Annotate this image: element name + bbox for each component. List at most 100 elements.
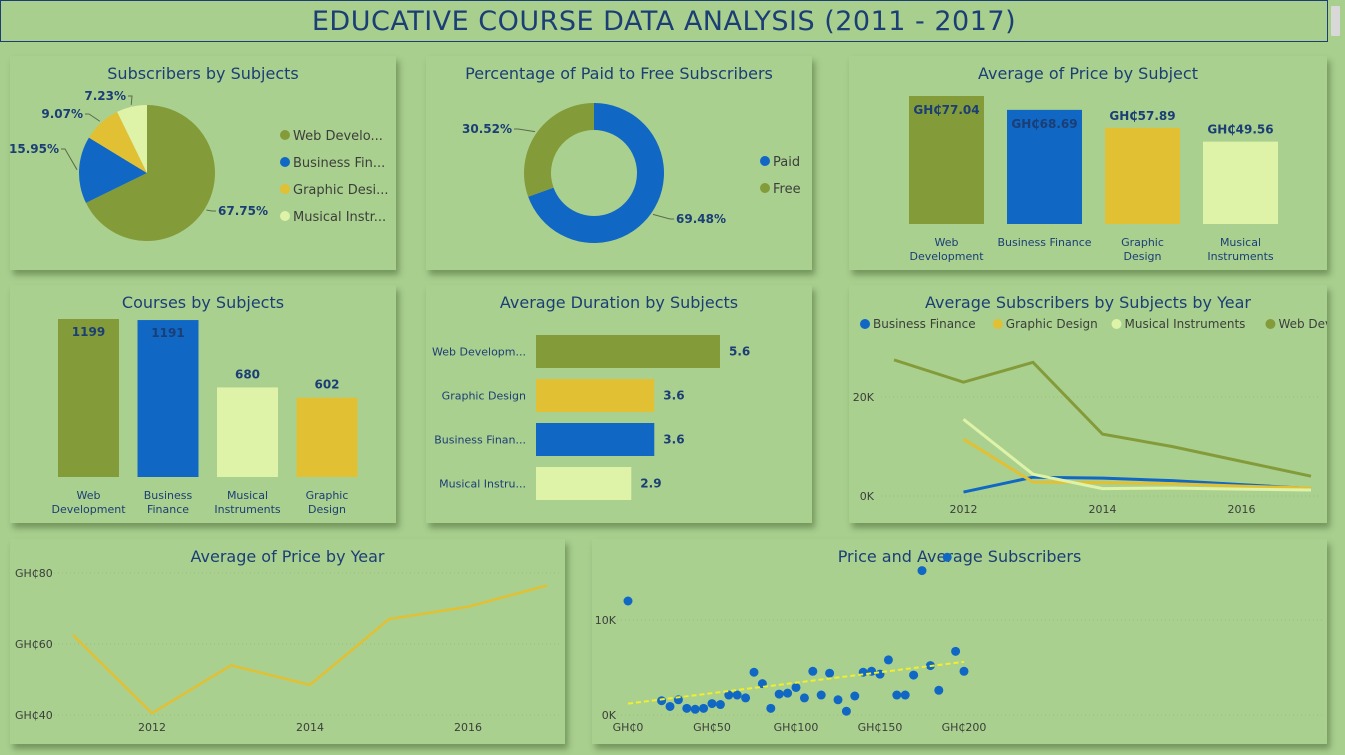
price-vs-subscribers-card[interactable]: Price and Average Subscribers 10K 0K GH₵0 G… [592, 539, 1327, 744]
scatter-point [741, 693, 751, 703]
scatter-point [724, 690, 734, 700]
avg-subscribers-line-chart[interactable]: Business Finance Graphic Design Musical In… [849, 285, 1327, 523]
category-label: Instruments [214, 503, 281, 516]
data-label: GH₵68.69 [1011, 117, 1077, 131]
data-label: 680 [235, 367, 260, 381]
scrollbar-thumb[interactable] [1331, 6, 1340, 36]
legend-marker [280, 157, 290, 167]
y-tick-label: 0K [860, 490, 875, 503]
leader-line [128, 95, 133, 105]
data-label: 67.75% [218, 204, 268, 218]
scatter-point [959, 666, 969, 676]
bar [1203, 141, 1278, 224]
legend-label: Free [773, 182, 801, 197]
legend-label: Web Development [1278, 317, 1327, 331]
data-label: 602 [314, 378, 339, 392]
y-tick-label: GH₵40 [15, 709, 53, 722]
category-label: Development [51, 503, 126, 516]
category-label: Graphic [306, 489, 349, 502]
y-tick-label: 10K [595, 614, 617, 627]
x-tick-label: GH₵200 [942, 721, 987, 734]
scatter-point [850, 691, 860, 701]
donut-slice [528, 103, 664, 244]
bar [536, 467, 632, 500]
scatter-point [816, 690, 826, 700]
scatter-point [623, 596, 633, 606]
scatter-point [707, 699, 717, 709]
paid-free-donut-chart[interactable]: 69.48% 30.52% Paid Free [426, 56, 812, 270]
data-label: 1191 [151, 326, 184, 340]
category-label: Musical [227, 489, 268, 502]
avg-subscribers-by-year-card[interactable]: Average Subscribers by Subjects by Year … [849, 285, 1327, 523]
x-tick-label: 2014 [1089, 503, 1117, 516]
scatter-point [791, 682, 801, 692]
legend-label: Business Finance [873, 317, 976, 331]
x-tick-label: 2014 [296, 721, 324, 734]
category-label: Graphic Design [442, 390, 526, 403]
data-label: 3.6 [663, 433, 684, 447]
scatter-point [657, 696, 667, 706]
bar [909, 96, 984, 224]
leader-line [85, 113, 101, 122]
pie-slice [79, 137, 147, 203]
chart-title: Price and Average Subscribers [837, 547, 1082, 566]
courses-by-subjects-card[interactable]: Courses by Subjects 1199 Web Development 11… [10, 285, 396, 523]
category-label: Web Developm... [432, 346, 526, 359]
bar [536, 335, 720, 368]
subscribers-pie-chart[interactable]: 67.75% 15.95% 9.07%7.23% Web Develo... Busin… [10, 56, 396, 270]
legend-marker [280, 130, 290, 140]
legend-label: Web Develo... [293, 129, 383, 144]
scatter-point [892, 690, 902, 700]
avg-price-by-year-card[interactable]: Average of Price by Year GH₵80 GH₵60 GH₵40… [10, 539, 565, 744]
data-label: 69.48% [676, 212, 726, 226]
x-tick-label: 2016 [1228, 503, 1256, 516]
paid-free-card[interactable]: Percentage of Paid to Free Subscribers 6… [426, 56, 812, 270]
legend-marker [992, 319, 1003, 329]
legend-marker [1265, 319, 1276, 329]
chart-title: Average Duration by Subjects [499, 293, 739, 312]
scatter-point [783, 688, 793, 698]
chart-title: Courses by Subjects [121, 293, 285, 312]
data-label: 7.23% [84, 89, 126, 103]
scatter-point [699, 703, 709, 713]
scatter-point [665, 701, 675, 711]
scatter-point [942, 552, 952, 562]
legend-marker [760, 156, 770, 166]
leader-line [514, 128, 536, 133]
x-tick-label: GH₵0 [613, 721, 644, 734]
chart-title: Subscribers by Subjects [107, 64, 299, 83]
x-tick-label: GH₵150 [858, 721, 903, 734]
category-label: Business [144, 489, 193, 502]
legend-label: Graphic Desi... [293, 183, 389, 198]
avg-price-by-subject-card[interactable]: Average of Price by Subject GH₵77.04 Web D… [849, 56, 1327, 270]
dashboard-header: EDUCATIVE COURSE DATA ANALYSIS (2011 - 2… [0, 0, 1328, 42]
bar [1007, 109, 1082, 224]
x-tick-label: 2016 [454, 721, 482, 734]
category-label: Business Finan... [434, 434, 526, 447]
scatter-point [682, 703, 692, 713]
subscribers-by-subjects-card[interactable]: Subscribers by Subjects 67.75% 15.95% 9.07… [10, 56, 396, 270]
scatter-point [808, 666, 818, 676]
pie-slice [85, 105, 215, 241]
legend-marker [760, 183, 770, 193]
y-tick-label: GH₵80 [15, 567, 53, 580]
y-tick-label: 20K [853, 391, 875, 404]
bar [217, 387, 278, 477]
bar [137, 320, 199, 477]
category-label: Web [935, 236, 959, 249]
avg-duration-bar-chart[interactable]: 5.6 Web Developm... 3.6 Graphic Design 3.6 Bu… [426, 285, 812, 523]
category-label: Graphic [1121, 236, 1164, 249]
avg-price-line-chart[interactable]: GH₵80 GH₵60 GH₵40 2012 2014 2016 [10, 539, 565, 744]
leader-line [652, 213, 674, 220]
avg-duration-card[interactable]: Average Duration by Subjects 5.6 Web Deve… [426, 285, 812, 523]
series-line [893, 358, 1312, 478]
series-line [962, 437, 1312, 490]
pie-slice [88, 111, 147, 173]
scatter-point [883, 655, 893, 665]
x-tick-label: 2012 [950, 503, 978, 516]
scatter-point [749, 667, 759, 677]
legend-marker [280, 184, 290, 194]
